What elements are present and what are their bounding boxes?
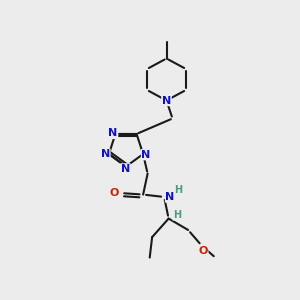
Text: N: N — [142, 150, 151, 160]
Text: O: O — [110, 188, 119, 198]
Text: N: N — [101, 149, 110, 159]
Text: O: O — [198, 246, 208, 256]
Text: N: N — [108, 128, 118, 138]
Text: H: H — [175, 185, 183, 195]
Text: N: N — [121, 164, 130, 174]
Text: H: H — [173, 210, 181, 220]
Text: N: N — [166, 192, 175, 202]
Text: N: N — [162, 95, 171, 106]
